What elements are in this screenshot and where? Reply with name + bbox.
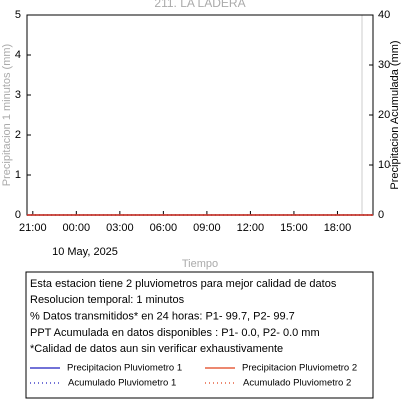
y-tick-label: 4 [15, 49, 21, 61]
y-tick-label: 1 [15, 169, 21, 181]
y2-axis-label: Precipitacion Acumulada (mm) [389, 40, 401, 189]
legend-label: Acumulado Pluviometro 2 [243, 378, 351, 389]
y-tick-label: 0 [15, 209, 21, 221]
x-tick-label: 03:00 [106, 222, 134, 234]
x-tick-label: 12:00 [237, 222, 265, 234]
x-tick-label: 18:00 [324, 222, 352, 234]
note: Resolucion temporal: 1 minutos [30, 294, 185, 306]
note: Esta estacion tiene 2 pluviometros para … [30, 278, 337, 290]
legend-box [25, 271, 374, 399]
y-axis-label: Precipitacion 1 minutos (mm) [1, 44, 13, 186]
date-label: 10 May, 2025 [52, 246, 118, 258]
y-tick-label: 2 [15, 129, 21, 141]
x-tick-label: 09:00 [193, 222, 221, 234]
note: PPT Acumulada en datos disponibles : P1-… [30, 327, 320, 339]
legend-label: Precipitacion Pluviometro 2 [242, 363, 357, 374]
y2-tick-label: 40 [378, 9, 390, 21]
legend-label: Acumulado Pluviometro 1 [68, 378, 176, 389]
x-tick-label: 06:00 [150, 222, 178, 234]
y2-tick-label: 30 [378, 59, 390, 71]
y-tick-label: 3 [15, 89, 21, 101]
y-tick-label: 5 [15, 9, 21, 21]
x-tick-label: 00:00 [63, 222, 91, 234]
note: *Calidad de datos aun sin verificar exha… [30, 343, 283, 355]
y2-tick-label: 20 [378, 109, 390, 121]
legend-label: Precipitacion Pluviometro 1 [67, 363, 182, 374]
y2-tick-label: 0 [378, 209, 384, 221]
x-tick-label: 21:00 [19, 222, 47, 234]
note: % Datos transmitidos* en 24 horas: P1- 9… [30, 311, 295, 323]
chart-title: 211. LA LADERA [154, 0, 245, 10]
x-tick-label: 15:00 [280, 222, 308, 234]
y2-tick-label: 10 [378, 159, 390, 171]
x-axis-label: Tiempo [182, 258, 218, 270]
